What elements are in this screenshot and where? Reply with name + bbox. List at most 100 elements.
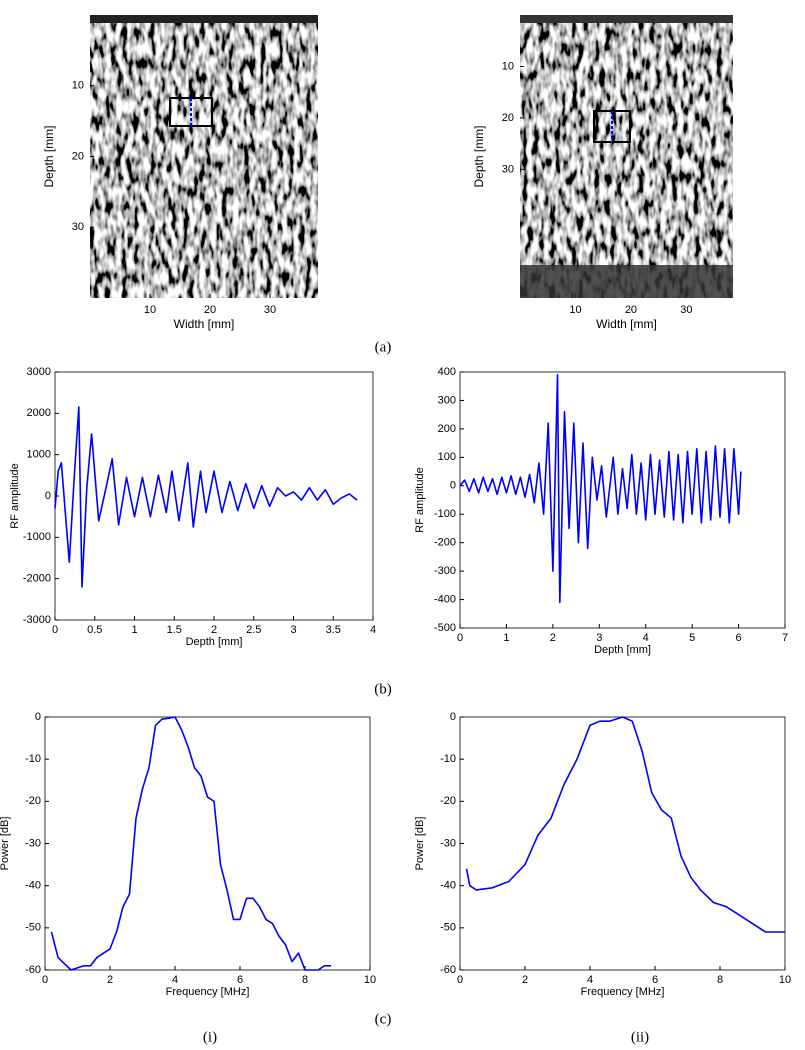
x-tick-label: 1.5 <box>167 624 182 636</box>
y-tick-label: -300 <box>434 565 456 577</box>
y-tick-label: -50 <box>440 922 456 934</box>
panel-label: (b) <box>374 681 392 697</box>
y-tick-label: -20 <box>25 795 41 807</box>
x-axis-label: Frequency [MHz] <box>166 986 250 998</box>
data-line <box>50 716 331 971</box>
panel-label: (c) <box>375 1011 392 1027</box>
y-tick-label: 200 <box>438 423 456 435</box>
y-tick-label: -10 <box>440 753 456 765</box>
y-tick-label: 100 <box>438 451 456 463</box>
x-tick-label: 2 <box>522 974 528 986</box>
y-tick-label: -60 <box>440 964 456 976</box>
x-axis-label: Depth [mm] <box>186 636 243 648</box>
y-tick-label: -30 <box>440 837 456 849</box>
y-tick-label: 30 <box>72 221 84 233</box>
x-tick-label: 1 <box>503 632 509 644</box>
y-tick-label: 10 <box>72 80 84 92</box>
x-tick-label: 1 <box>131 624 137 636</box>
y-tick-label: 1000 <box>27 449 51 461</box>
image-band <box>520 15 733 23</box>
panel-label: (a) <box>375 339 392 355</box>
panel-label: (ii) <box>631 1029 649 1045</box>
y-tick-label: -3000 <box>23 614 51 626</box>
image-band <box>520 265 733 298</box>
y-tick-label: -500 <box>434 622 456 634</box>
x-tick-label: 2.5 <box>246 624 261 636</box>
panel-label: (i) <box>203 1029 217 1045</box>
y-tick-label: 20 <box>72 150 84 162</box>
plot-frame <box>44 716 371 971</box>
y-tick-label: -10 <box>25 753 41 765</box>
y-axis-label: Depth [mm] <box>472 125 486 187</box>
x-tick-label: 2 <box>107 974 113 986</box>
data-line <box>465 716 785 933</box>
data-line <box>54 406 358 588</box>
x-tick-label: 20 <box>204 304 216 316</box>
x-tick-label: 0 <box>457 974 463 986</box>
x-tick-label: 0 <box>457 632 463 644</box>
y-axis-label: RF amplitude <box>9 463 21 528</box>
y-tick-label: -1000 <box>23 531 51 543</box>
y-tick-label: -100 <box>434 508 456 520</box>
y-tick-label: -30 <box>25 837 41 849</box>
y-tick-label: 300 <box>438 394 456 406</box>
x-axis-label: Depth [mm] <box>594 644 651 656</box>
y-tick-label: -20 <box>440 795 456 807</box>
x-tick-label: 0 <box>52 624 58 636</box>
y-tick-label: -40 <box>440 880 456 892</box>
x-axis-label: Width [mm] <box>596 317 657 331</box>
y-tick-label: -50 <box>25 922 41 934</box>
y-tick-label: 3000 <box>27 366 51 378</box>
x-tick-label: 10 <box>144 304 156 316</box>
y-tick-label: 30 <box>502 163 514 175</box>
x-tick-label: 8 <box>302 974 308 986</box>
y-tick-label: -60 <box>25 964 41 976</box>
plot-frame <box>459 371 786 629</box>
y-tick-label: 400 <box>438 366 456 378</box>
x-tick-label: 0 <box>42 974 48 986</box>
x-tick-label: 30 <box>264 304 276 316</box>
ultrasound-image <box>90 15 318 298</box>
y-tick-label: -200 <box>434 537 456 549</box>
y-axis-label: Power [dB] <box>0 817 11 871</box>
x-tick-label: 4 <box>370 624 376 636</box>
y-axis-label: RF amplitude <box>414 467 426 532</box>
data-line <box>459 374 742 604</box>
x-tick-label: 8 <box>717 974 723 986</box>
x-tick-label: 4 <box>587 974 593 986</box>
x-axis-label: Width [mm] <box>174 317 235 331</box>
x-tick-label: 2 <box>550 632 556 644</box>
x-tick-label: 2 <box>211 624 217 636</box>
y-tick-label: 0 <box>35 711 41 723</box>
y-tick-label: 0 <box>45 490 51 502</box>
ultrasound-image <box>520 15 733 298</box>
x-tick-label: 0.5 <box>87 624 102 636</box>
y-tick-label: 0 <box>450 711 456 723</box>
image-band <box>90 15 318 23</box>
x-tick-label: 4 <box>643 632 649 644</box>
plot-frame <box>459 716 786 971</box>
y-tick-label: 20 <box>502 112 514 124</box>
overlays <box>90 15 733 298</box>
x-tick-label: 10 <box>364 974 376 986</box>
x-tick-label: 3 <box>596 632 602 644</box>
x-tick-label: 10 <box>779 974 791 986</box>
y-tick-label: 10 <box>502 60 514 72</box>
y-axis-label: Depth [mm] <box>42 125 56 187</box>
y-tick-label: -2000 <box>23 573 51 585</box>
y-tick-label: -40 <box>25 880 41 892</box>
x-tick-label: 3 <box>290 624 296 636</box>
x-tick-label: 7 <box>782 632 788 644</box>
x-tick-label: 10 <box>569 304 581 316</box>
x-axis-label: Frequency [MHz] <box>581 986 665 998</box>
x-tick-label: 6 <box>652 974 658 986</box>
plot-frame <box>54 371 374 621</box>
y-axis-label: Power [dB] <box>414 817 426 871</box>
x-tick-label: 5 <box>689 632 695 644</box>
x-tick-label: 30 <box>680 304 692 316</box>
x-tick-label: 6 <box>237 974 243 986</box>
y-tick-label: 2000 <box>27 407 51 419</box>
x-tick-label: 20 <box>625 304 637 316</box>
